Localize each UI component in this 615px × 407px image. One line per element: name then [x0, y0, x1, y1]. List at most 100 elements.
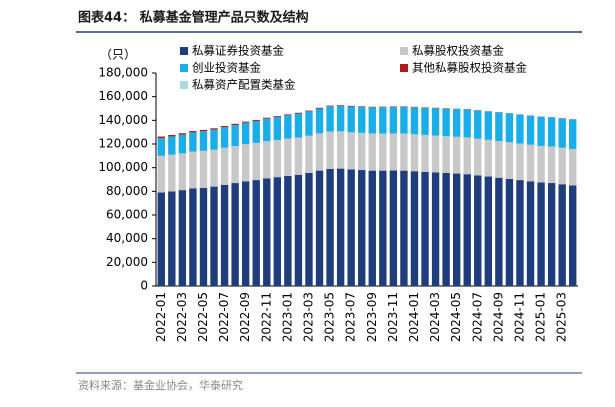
- bar-segment: [516, 115, 523, 144]
- x-tick-label: 2022-07: [217, 292, 231, 342]
- bar-segment: [221, 148, 228, 185]
- bar-segment: [189, 188, 196, 286]
- bar-segment: [464, 174, 471, 286]
- bar-segment: [432, 108, 439, 135]
- bar-segment: [337, 131, 344, 168]
- bar-segment: [527, 116, 534, 145]
- bar-segment: [179, 135, 186, 154]
- bar-segment: [326, 132, 333, 169]
- bar-segment: [411, 171, 418, 286]
- bar-segment: [326, 169, 333, 286]
- x-tick-label: 2024-09: [491, 292, 505, 342]
- bar-segment: [358, 170, 365, 286]
- bar-segment: [263, 141, 270, 178]
- bar-segment: [347, 106, 354, 107]
- bar-segment: [421, 135, 428, 172]
- bar-segment: [411, 134, 418, 171]
- bar-segment: [295, 137, 302, 174]
- bar-segment: [379, 107, 386, 133]
- bar-segment: [316, 108, 323, 109]
- bar-segment: [506, 113, 513, 142]
- bar-segment: [179, 153, 186, 190]
- bar-segment: [189, 152, 196, 189]
- bar-segment: [168, 135, 175, 136]
- bar-segment: [421, 172, 428, 286]
- bar-segment: [284, 176, 291, 286]
- x-tick-label: 2023-03: [301, 292, 315, 342]
- bar-segment: [221, 185, 228, 286]
- bar-segment: [158, 193, 165, 286]
- bar-segment: [358, 106, 365, 107]
- bar-segment: [516, 144, 523, 181]
- x-tick-label: 2022-09: [238, 292, 252, 342]
- bar-segment: [495, 178, 502, 286]
- bar-segment: [442, 136, 449, 173]
- bar-segment: [295, 113, 302, 114]
- bar-segment: [337, 105, 344, 106]
- x-tick-label: 2025-03: [555, 292, 569, 342]
- bar-segment: [453, 137, 460, 174]
- legend-swatch: [400, 47, 408, 55]
- bar-segment: [284, 139, 291, 176]
- bar-segment: [158, 137, 165, 139]
- legend-swatch: [180, 64, 188, 72]
- x-tick-label: 2023-09: [365, 292, 379, 342]
- bar-segment: [527, 145, 534, 182]
- bar-segment: [210, 128, 217, 129]
- bar-segment: [495, 113, 502, 142]
- x-tick-label: 2023-07: [344, 292, 358, 342]
- y-tick-label: 100,000: [98, 160, 148, 174]
- bar-segment: [326, 106, 333, 131]
- bar-segment: [253, 120, 260, 121]
- bar-segment: [569, 185, 576, 286]
- bar-segment: [284, 115, 291, 138]
- bar-segment: [305, 111, 312, 135]
- legend-label: 私募证券投资基金: [192, 44, 284, 58]
- bar-segment: [242, 181, 249, 286]
- x-tick-label: 2022-03: [175, 292, 189, 342]
- bar-segment: [168, 136, 175, 154]
- bar-segment: [242, 144, 249, 181]
- bar-segment: [295, 114, 302, 138]
- chart-title: 图表44： 私募基金管理产品只数及结构: [78, 10, 309, 26]
- bar-segment: [347, 132, 354, 169]
- bar-segment: [485, 140, 492, 177]
- bar-segment: [189, 132, 196, 151]
- bar-segment: [485, 112, 492, 140]
- x-tick-label: 2024-01: [407, 292, 421, 342]
- bar-segment: [453, 109, 460, 137]
- bar-segment: [337, 169, 344, 286]
- bar-segment: [421, 108, 428, 135]
- bar-segment: [189, 131, 196, 132]
- bar-segment: [442, 109, 449, 137]
- bar-segment: [200, 151, 207, 188]
- bar-segment: [210, 130, 217, 150]
- y-tick-label: 40,000: [106, 231, 148, 245]
- bar-segment: [316, 109, 323, 134]
- bar-segment: [495, 141, 502, 178]
- bar-segment: [200, 188, 207, 286]
- legend-label: 其他私募股权投资基金: [412, 61, 527, 75]
- bar-segment: [158, 156, 165, 193]
- legend-swatch: [180, 47, 188, 55]
- bar-segment: [548, 147, 555, 183]
- x-tick-label: 2022-11: [259, 292, 273, 342]
- bar-segment: [316, 133, 323, 170]
- bar-segment: [242, 122, 249, 123]
- bar-segment: [369, 133, 376, 170]
- bar-segment: [537, 146, 544, 183]
- source: 资料来源：基金业协会，华泰研究: [78, 378, 243, 392]
- bar-segment: [263, 119, 270, 141]
- x-tick-label: 2023-01: [280, 292, 294, 342]
- bar-segment: [168, 191, 175, 286]
- bar-segment: [200, 130, 207, 131]
- bar-segment: [179, 133, 186, 134]
- y-tick-label: 20,000: [106, 255, 148, 269]
- bar-segment: [231, 183, 238, 286]
- bar-segment: [200, 131, 207, 151]
- bar-segment: [337, 106, 344, 132]
- x-tick-label: 2023-05: [323, 292, 337, 342]
- y-tick-label: 60,000: [106, 208, 148, 222]
- bar-segment: [464, 137, 471, 174]
